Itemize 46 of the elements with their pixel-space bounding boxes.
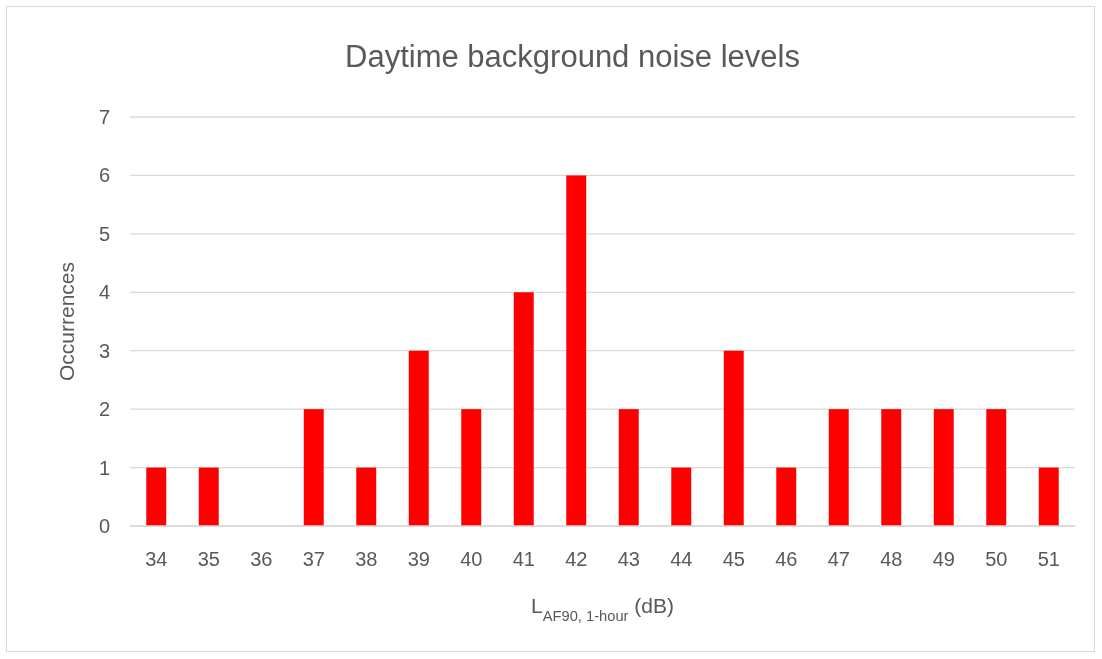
x-tick-label: 39 [407, 548, 430, 570]
y-tick-label: 5 [98, 222, 110, 245]
x-tick-label: 37 [302, 548, 325, 570]
y-tick-label: 0 [98, 515, 110, 537]
y-tick-label: 1 [98, 456, 110, 479]
x-tick-label: 49 [932, 548, 955, 570]
x-tick-label: 40 [460, 548, 483, 570]
x-tick-label: 46 [775, 548, 798, 570]
bar [303, 409, 324, 526]
bar [881, 409, 902, 526]
x-tick-label: 50 [985, 548, 1008, 570]
bar [933, 409, 954, 526]
x-tick-label: 34 [145, 548, 168, 570]
bar [986, 409, 1007, 526]
x-tick-label: 44 [670, 548, 693, 570]
bar [618, 409, 639, 526]
x-tick-label: 36 [250, 548, 273, 570]
bar [566, 175, 587, 526]
x-tick-label: 35 [197, 548, 220, 570]
y-tick-label: 7 [98, 106, 110, 128]
bar [776, 467, 797, 526]
chart-title: Daytime background noise levels [345, 39, 800, 74]
x-tick-label: 43 [617, 548, 640, 570]
bar [671, 467, 692, 526]
y-tick-label: 2 [98, 398, 110, 421]
x-tick-label: 48 [880, 548, 903, 570]
y-tick-label: 6 [98, 164, 110, 187]
x-axis-title: L$_{AF90, 1-hour}$ (dB) [531, 594, 674, 624]
bar [723, 350, 744, 526]
x-tick-label: 41 [512, 548, 535, 570]
bar [356, 467, 377, 526]
x-tick-label: 47 [827, 548, 850, 570]
bar [198, 467, 219, 526]
y-tick-label: 3 [98, 339, 110, 362]
x-tick-label: 45 [722, 548, 745, 570]
bar [408, 350, 429, 526]
bar [146, 467, 167, 526]
bar [513, 292, 534, 526]
x-tick-label: 42 [565, 548, 588, 570]
y-axis-title: Occurrences [55, 261, 78, 382]
x-tick-label: 51 [1037, 548, 1060, 570]
x-tick-label: 38 [355, 548, 378, 570]
bar [828, 409, 849, 526]
y-tick-label: 4 [98, 281, 110, 304]
bar [461, 409, 482, 526]
bar [1038, 467, 1059, 526]
